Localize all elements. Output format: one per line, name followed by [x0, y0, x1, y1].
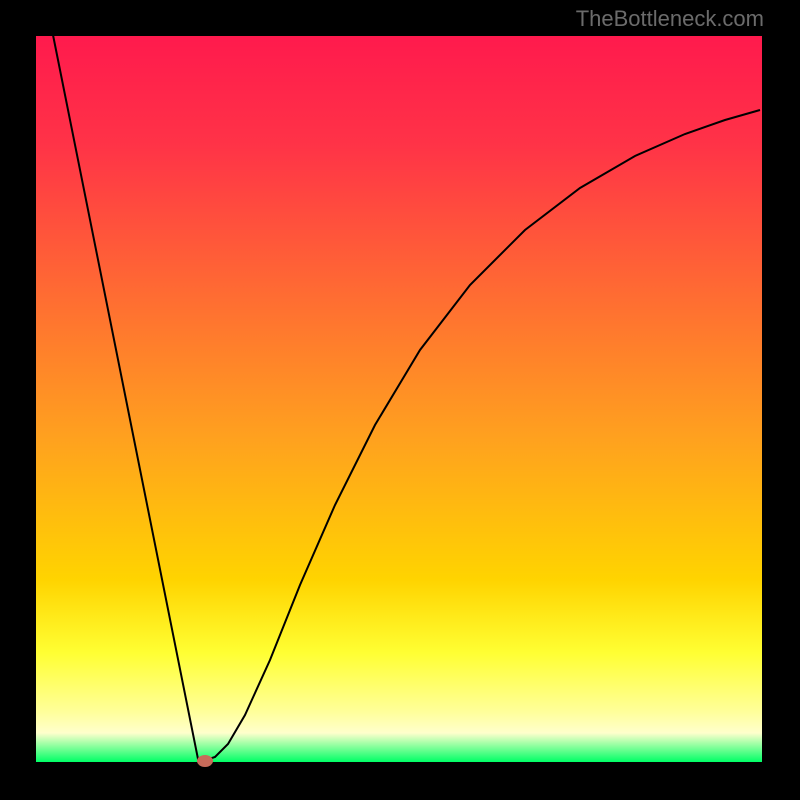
chart-svg	[0, 0, 800, 800]
bottleneck-curve	[50, 20, 760, 760]
optimum-marker	[197, 755, 213, 767]
watermark-text: TheBottleneck.com	[576, 6, 764, 32]
